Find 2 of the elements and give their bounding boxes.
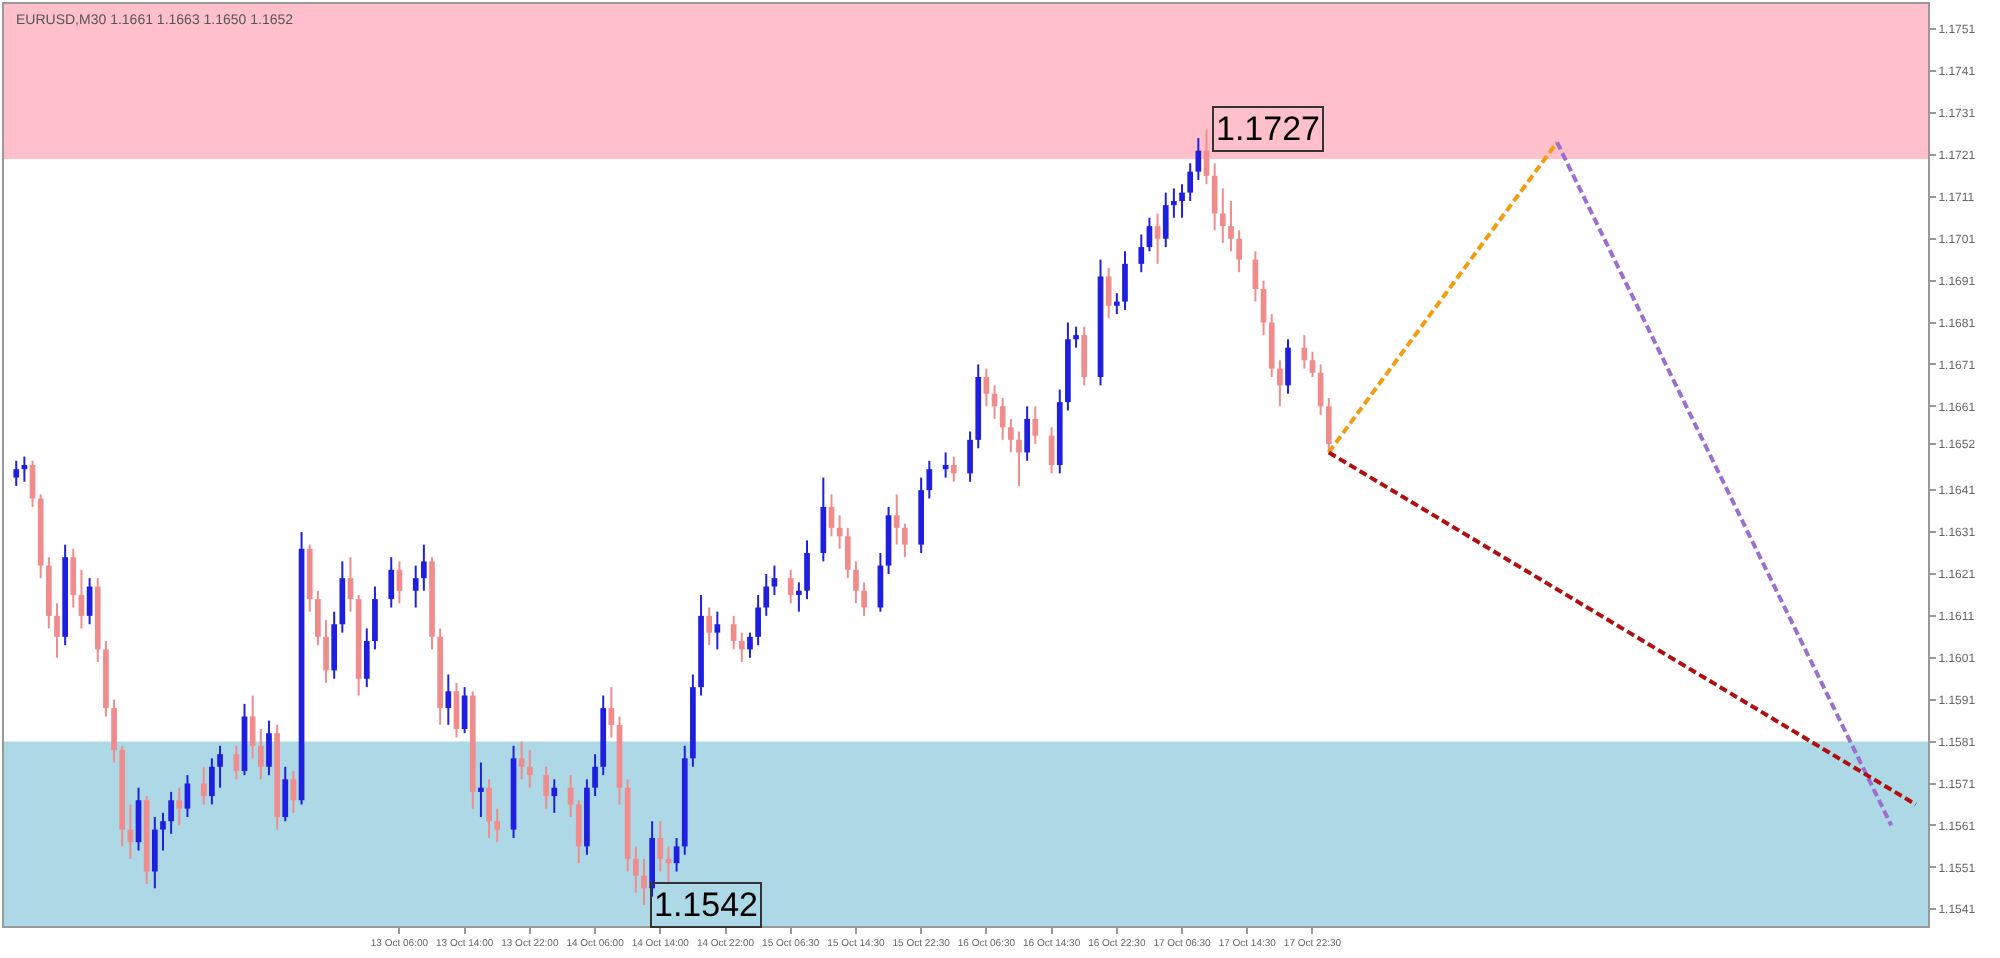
annotation: 1.1727 xyxy=(1216,110,1320,148)
annotation: 1.1542 xyxy=(654,886,758,924)
